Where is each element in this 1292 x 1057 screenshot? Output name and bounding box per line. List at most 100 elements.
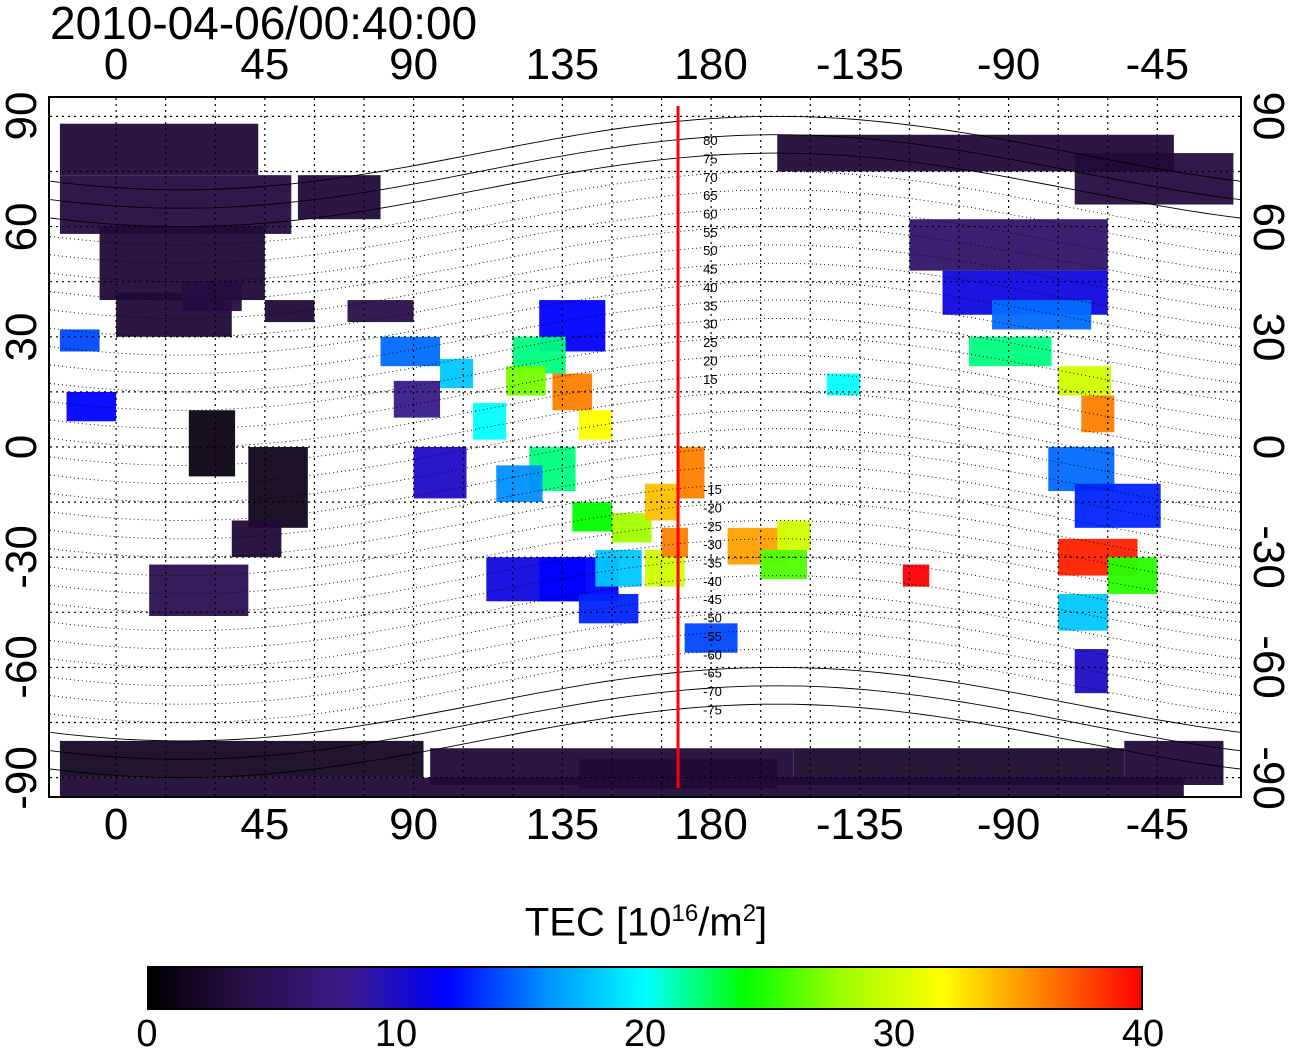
tec-patch [1058,366,1112,396]
tec-patch [1048,447,1115,492]
magnetic-latitude-contour [50,189,1240,264]
magnetic-latitude-contour [50,464,1240,540]
tec-patch [968,336,1052,367]
tec-patch [59,777,1184,796]
right-latitude-tick: -60 [1244,635,1292,700]
right-latitude-tick: -90 [1244,745,1292,810]
magnetic-latitude-label: -65 [703,666,722,681]
tec-patch [393,380,441,418]
tec-patch [188,410,236,477]
tec-patch [440,358,474,389]
tec-map: 80 75 70 65 60 55 50 45 40 35 30 25 20 15 -15 -20 -25 -30… [48,96,1242,798]
magnetic-latitude-label: 35 [703,298,717,313]
colorbar-tick-label: 10 [374,1013,418,1055]
tec-patch [777,520,811,550]
map-timestamp: 2010-04-06/00:40:00 [50,0,478,49]
magnetic-latitude-label: -45 [703,592,722,607]
magnetic-latitude-label: -20 [703,500,722,515]
magnetic-latitude-label: 80 [703,133,717,148]
magnetic-latitude-contour [50,685,1240,760]
magnetic-latitude-contour [50,336,1240,411]
tec-patch [264,300,315,323]
magnetic-latitude-label: -75 [703,702,722,717]
right-latitude-tick: -30 [1244,525,1292,589]
magnetic-latitude-label: 30 [703,317,717,332]
bottom-longitude-tick: 135 [525,800,600,849]
magnetic-latitude-label: -15 [703,482,722,497]
magnetic-latitude-contour [50,446,1240,521]
tec-patch [149,564,249,616]
magnetic-latitude-contour [50,244,1240,319]
magnetic-latitude-contour [50,630,1240,705]
tec-map-canvas: 80 75 70 65 60 55 50 45 40 35 30 25 20 15 -15 -20 -25 -30… [50,98,1240,796]
tec-patch [473,402,507,440]
magnetic-latitude-label: 45 [703,262,717,277]
magnetic-latitude-contour [50,483,1240,558]
magnetic-latitude-contour [50,317,1240,393]
colorbar-tick-label: 20 [623,1013,667,1055]
tec-patch [59,329,100,352]
tec-patch [347,300,414,323]
tec-patch [59,740,424,778]
magnetic-latitude-contour [50,152,1240,228]
left-latitude-tick: 0 [0,434,46,460]
tec-patch [182,281,242,312]
magnetic-latitude-label: 65 [703,188,717,203]
magnetic-latitude-contour [50,648,1240,723]
magnetic-latitude-label: -30 [703,537,722,552]
magnetic-latitude-label: 50 [703,243,717,258]
magnetic-latitude-label: 40 [703,280,717,295]
top-longitude-tick: 45 [240,40,290,89]
tec-patch [661,527,688,558]
magnetic-latitude-label: 25 [703,335,717,350]
magnetic-latitude-contour [50,666,1240,742]
magnetic-latitude-label: 70 [703,170,717,185]
magnetic-latitude-contour [50,575,1240,650]
colorbar-title: TEC [1016/m2] [524,900,768,945]
magnetic-latitude-contour [50,262,1240,338]
magnetic-latitude-contour [50,171,1240,246]
tec-patch [595,549,642,587]
bottom-longitude-tick: 45 [240,800,290,849]
tec-patch [1081,395,1115,433]
tec-patch [760,549,807,580]
magnetic-latitude-contour [50,501,1240,577]
tec-patch [1074,483,1161,528]
magnetic-latitude-label: 75 [703,151,717,166]
tec-patch [578,593,639,624]
tec-patch [231,520,282,558]
tec-patch [909,219,1108,271]
magnetic-latitude-contour [50,703,1240,779]
colorbar-tick-label: 30 [872,1013,916,1055]
left-latitude-tick: -90 [0,745,46,810]
magnetic-latitude-contour [50,538,1240,613]
bottom-longitude-tick: 180 [674,800,748,849]
magnetic-latitude-contour [50,520,1240,595]
top-longitude-tick: 180 [674,40,748,89]
colorbar-tick-label: 0 [136,1013,158,1055]
magnetic-latitude-contour [50,134,1240,209]
top-longitude-tick: 135 [525,40,600,89]
left-latitude-tick: 30 [0,312,46,362]
tec-patch [572,502,612,532]
magnetic-latitude-label: -40 [703,574,722,589]
magnetic-latitude-label: 15 [703,372,717,387]
magnetic-latitude-contour [50,593,1240,668]
magnetic-latitude-label: 60 [703,206,717,221]
left-latitude-tick: 60 [0,202,46,252]
magnetic-latitude-contour [50,354,1240,430]
colorbar-tick-label: 40 [1121,1013,1165,1055]
right-latitude-tick: 60 [1244,202,1292,252]
magnetic-latitude-contour [50,373,1240,448]
tec-patch [578,410,612,440]
magnetic-latitude-contour [50,299,1240,374]
tec-patch [380,336,441,367]
top-longitude-tick: -90 [976,40,1041,89]
tec-patch [1074,649,1108,694]
tec-patch [297,175,381,220]
bottom-longitude-tick: -90 [976,800,1041,849]
tec-patch [506,366,546,396]
tec-patch [66,391,117,422]
tec-patch [59,123,259,176]
magnetic-latitude-label: 55 [703,225,717,240]
